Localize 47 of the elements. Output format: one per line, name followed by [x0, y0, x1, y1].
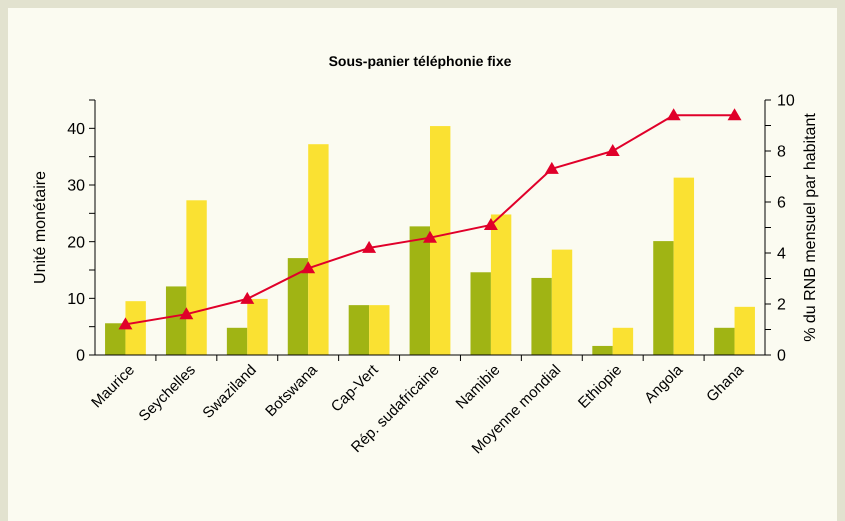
bar — [531, 278, 552, 355]
point — [484, 218, 498, 230]
bar — [125, 301, 146, 355]
y2-tick-label: 8 — [777, 144, 786, 161]
point — [423, 230, 437, 243]
bar — [247, 298, 268, 355]
point — [666, 108, 681, 120]
y-tick-label: 0 — [76, 348, 86, 365]
bar — [612, 328, 634, 355]
y2-tick-label: 0 — [777, 348, 786, 365]
y2-tick-label: 2 — [777, 296, 786, 314]
bar — [369, 305, 390, 355]
bar — [348, 305, 370, 355]
chart-title: Sous-panier téléphonie fixe — [328, 53, 512, 69]
bar — [226, 328, 248, 355]
bar — [653, 241, 674, 355]
bar — [410, 226, 430, 355]
y2-axis-title: % du RNB mensuel par habitant — [802, 112, 819, 342]
point — [606, 144, 620, 156]
y-tick-label: 40 — [67, 120, 86, 138]
point — [544, 162, 559, 174]
bar — [552, 250, 572, 355]
bar — [490, 214, 512, 355]
point — [179, 307, 194, 320]
bar — [714, 328, 735, 355]
point — [118, 317, 132, 330]
bar — [186, 200, 207, 355]
bar — [105, 323, 126, 355]
y2-tick-label: 6 — [777, 194, 786, 212]
bar — [166, 286, 186, 355]
point — [728, 108, 742, 120]
bar — [592, 346, 613, 355]
bar — [308, 144, 329, 355]
bar — [470, 272, 491, 355]
y-tick-label: 20 — [67, 234, 86, 252]
y-tick-label: 30 — [67, 178, 86, 195]
bar — [430, 126, 450, 355]
y-tick-label: 10 — [67, 290, 86, 308]
y2-tick-label: 10 — [777, 92, 795, 110]
bar — [674, 178, 694, 355]
y2-tick-label: 4 — [777, 246, 786, 263]
point — [301, 261, 316, 274]
point — [362, 240, 376, 253]
y-axis-title: Unité monétaire — [32, 170, 49, 284]
point — [240, 292, 254, 304]
bar — [288, 258, 308, 355]
bar — [734, 306, 755, 355]
